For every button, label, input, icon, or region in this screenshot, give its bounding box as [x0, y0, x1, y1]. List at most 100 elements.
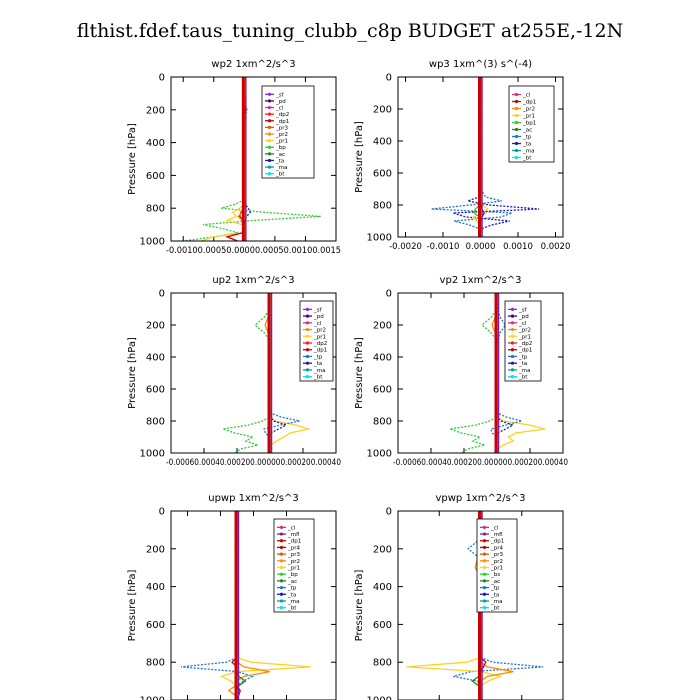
legend-label: _dp2: [313, 341, 327, 347]
legend-marker: [279, 552, 284, 556]
legend-label: _ta: [287, 592, 296, 598]
legend-marker: [267, 92, 272, 96]
y-tick-label: 800: [373, 417, 392, 428]
series-line_tp: [453, 511, 544, 700]
panel-3: up2 1xm^2/s^3 Pressure [hPa] 0 200 400 600 800…: [127, 275, 341, 468]
y-tick-label: 200: [146, 105, 165, 116]
series-line_tp: [431, 77, 513, 237]
legend-marker: [482, 565, 487, 570]
plot-frame: [397, 292, 564, 454]
legend-marker: [510, 348, 515, 352]
y-tick-label: 0: [159, 507, 165, 518]
legend-label: _sf: [313, 307, 323, 313]
legend-label: _pr4: [490, 545, 504, 551]
legend-marker: [510, 354, 515, 359]
legend-label: _ma: [313, 368, 325, 374]
legend-marker: [267, 112, 272, 116]
legend-label: _dp1: [518, 348, 532, 354]
legend-marker: [279, 532, 284, 536]
y-tick-label: 200: [373, 321, 392, 332]
legend: _sf_pd_cl_dp2_dp1_pr3_pr2_pr1_bp_ac_ta_m…: [261, 85, 315, 179]
y-tick-label: 200: [146, 321, 165, 332]
legend-marker: [482, 572, 487, 576]
y-tick-label: 200: [146, 544, 165, 555]
legend-marker: [482, 552, 487, 556]
legend-label: _pr3: [287, 552, 301, 558]
panel-6: vpwp 1xm^2/s^3 Pressure [hPa] 0 200 400 600 80…: [354, 493, 564, 700]
y-tick-label: 200: [373, 105, 392, 116]
legend-label: _tp: [518, 354, 528, 360]
panel-1: wp2 1xm^2/s^3 Pressure [hPa] 0 200 400 600 800…: [127, 59, 341, 256]
y-axis-label: Pressure [hPa]: [354, 337, 365, 409]
y-tick-label: 600: [373, 385, 392, 396]
legend: _sf_pd_cl_pr2_pr1_dp2_dp1_tp_ta_ma_bt: [504, 300, 542, 382]
legend-marker: [482, 525, 487, 529]
legend-marker: [482, 606, 487, 610]
y-axis-label: Pressure [hPa]: [127, 337, 138, 409]
legend-label: _pr2: [287, 559, 300, 565]
legend-marker: [482, 559, 487, 563]
legend-label: _pr1: [275, 139, 288, 145]
legend-marker: [514, 127, 519, 132]
legend-marker: [514, 99, 519, 104]
legend-marker: [482, 545, 487, 550]
panel-title: up2 1xm^2/s^3: [212, 275, 294, 286]
panel-5: upwp 1xm^2/s^3 Pressure [hPa] 0 200 400 600 80…: [127, 493, 337, 700]
y-tick-label: 800: [146, 204, 165, 215]
legend-marker: [279, 572, 284, 576]
y-tick-label: 800: [146, 417, 165, 428]
y-tick-label: 600: [373, 169, 392, 180]
legend: _cl_dp1_pr2_pr1_bp1_ac_tp_ta_ma_bt: [508, 85, 555, 163]
legend-label: _bp: [275, 145, 286, 151]
legend-marker: [305, 314, 310, 318]
legend-marker: [267, 152, 272, 156]
legend-label: _bt: [522, 156, 532, 162]
legend-marker: [267, 125, 272, 129]
x-tick-label: 0.0000: [466, 242, 496, 252]
legend-label: _pd: [275, 99, 286, 105]
legend-marker: [279, 559, 284, 563]
legend-label: _bt: [275, 172, 285, 178]
legend-label: _ma: [275, 165, 287, 171]
y-tick-label: 600: [146, 171, 165, 182]
legend-marker: [514, 134, 519, 139]
y-tick-label: 800: [373, 658, 392, 669]
legend-label: _dp1: [275, 119, 289, 125]
y-tick-label: 0: [159, 73, 165, 84]
x-tick-labels: -0.00060.00040.000200.000000.000200.0004…: [166, 458, 341, 468]
legend-label: _dp2: [275, 112, 289, 118]
legend-label: _pr1: [522, 114, 535, 120]
legend: _cl_mfl_dp1_pr4_pr3_pr2_pr1_bs_ac_tp_ta_…: [476, 518, 518, 613]
legend-marker: [510, 368, 515, 372]
legend-label: _pr2: [313, 328, 326, 334]
series-line_bp: [222, 293, 271, 454]
y-tick-label: 800: [373, 201, 392, 212]
y-axis-label: Pressure [hPa]: [354, 121, 365, 193]
legend-label: _ma: [287, 599, 299, 605]
x-tick-label: -0.0010: [427, 242, 460, 252]
legend-marker: [305, 327, 310, 332]
legend-label: _sf: [518, 307, 528, 313]
y-tick-label: 1000: [367, 233, 392, 244]
legend: _cl_mfl_dp1_pr4_pr3_pr2_pr1_bp_ac_tp_ta_…: [273, 518, 315, 613]
panel-title: upwp 1xm^2/s^3: [208, 493, 298, 504]
y-tick-label: 0: [159, 289, 165, 300]
y-tick-label: 600: [146, 620, 165, 631]
legend-label: _bp: [287, 572, 298, 578]
legend-label: _pr3: [490, 552, 504, 558]
x-tick-labels: -0.00060.00040.000200.000000.000200.0004…: [393, 458, 568, 468]
legend-marker: [267, 158, 272, 163]
legend-marker: [482, 599, 487, 603]
legend-label: _cl: [490, 525, 499, 531]
legend-marker: [510, 307, 515, 311]
legend-label: _ta: [518, 361, 527, 367]
legend-marker: [482, 585, 487, 590]
legend-label: _cl: [275, 106, 284, 112]
legend-label: _cl: [313, 321, 322, 327]
legend-marker: [514, 113, 519, 118]
y-tick-label: 600: [373, 620, 392, 631]
legend-label: _pr1: [518, 334, 531, 340]
series-line_bp: [449, 293, 498, 454]
legend-marker: [514, 148, 519, 153]
